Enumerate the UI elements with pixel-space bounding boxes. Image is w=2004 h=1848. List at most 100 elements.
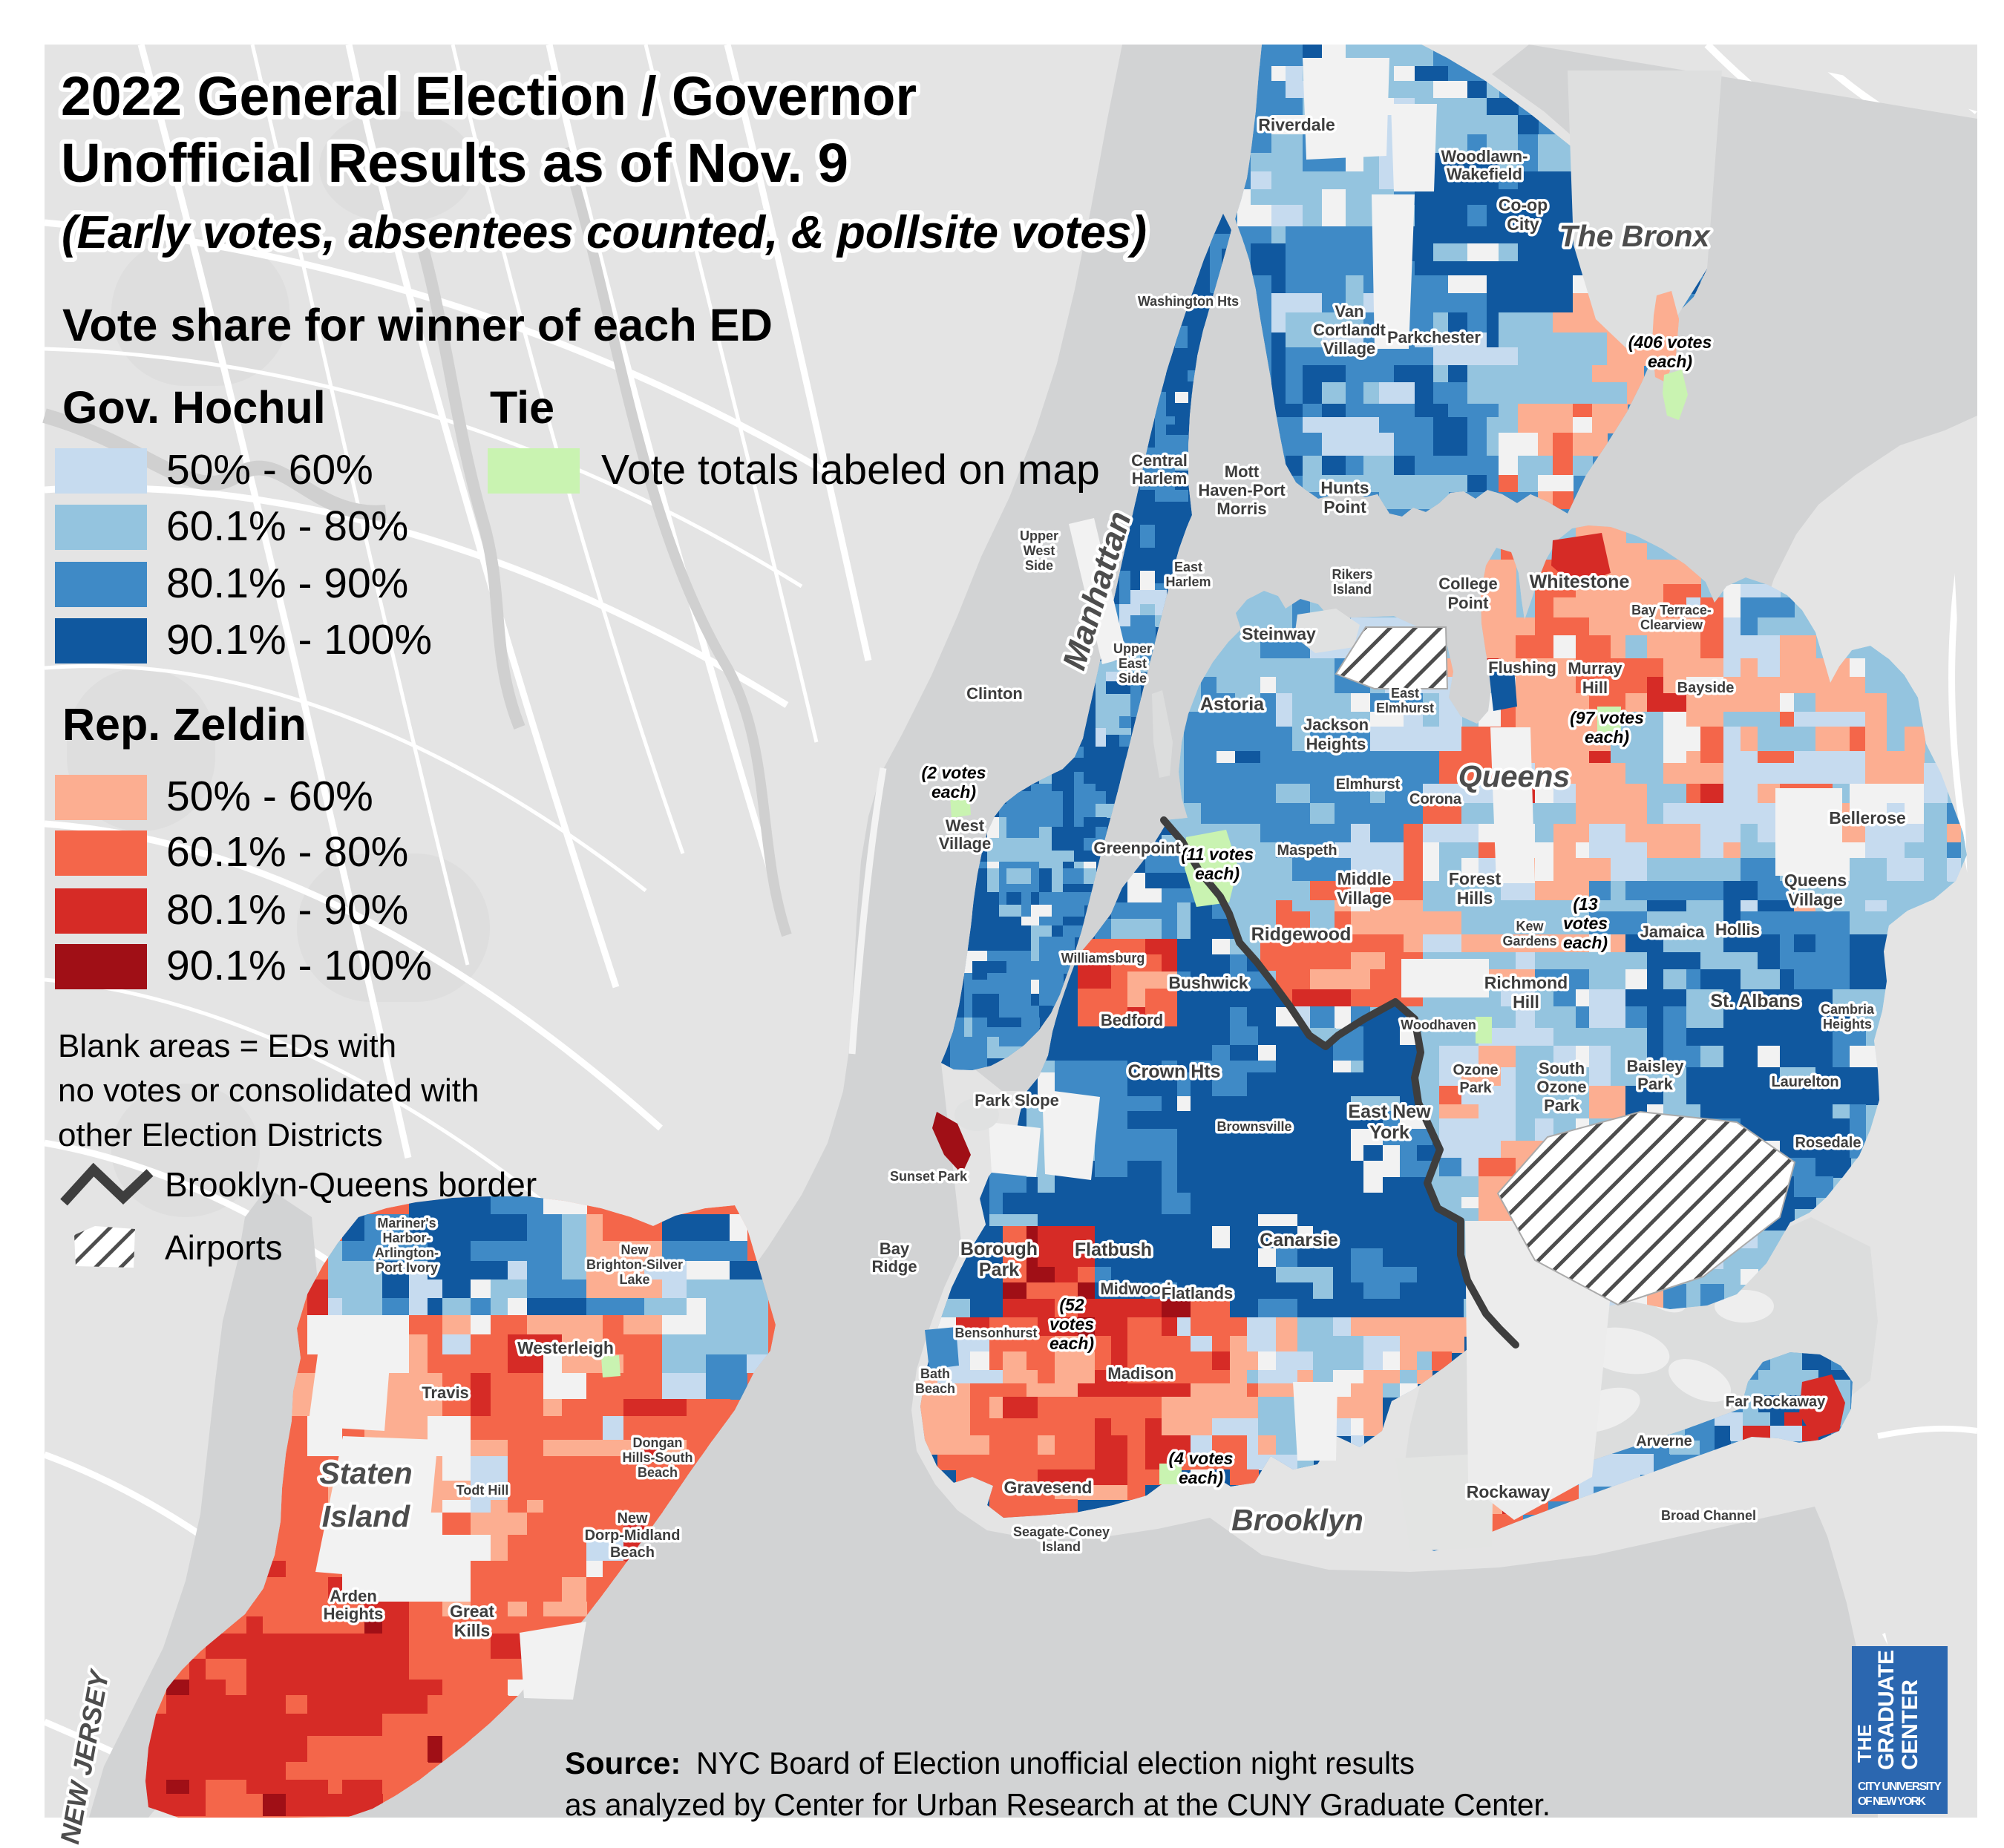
- svg-text:Sunset Park: Sunset Park: [890, 1169, 968, 1184]
- svg-text:Harbor-: Harbor-: [382, 1231, 430, 1245]
- svg-text:Laurelton: Laurelton: [1771, 1074, 1838, 1090]
- svg-text:(406 votes: (406 votes: [1628, 332, 1712, 352]
- svg-text:Ridgewood: Ridgewood: [1251, 924, 1352, 945]
- svg-text:Village: Village: [1788, 890, 1843, 909]
- svg-text:Central: Central: [1131, 451, 1188, 470]
- svg-text:Morris: Morris: [1217, 499, 1266, 518]
- svg-text:Gov. Hochul: Gov. Hochul: [62, 382, 326, 433]
- svg-text:Unofficial Results as of Nov.: Unofficial Results as of Nov. 9: [61, 132, 848, 194]
- svg-text:Arlington-: Arlington-: [375, 1245, 439, 1260]
- svg-text:GRADUATE: GRADUATE: [1874, 1650, 1899, 1770]
- svg-text:Arverne: Arverne: [1636, 1433, 1692, 1449]
- svg-text:Heights: Heights: [1306, 735, 1366, 753]
- svg-text:Bellerose: Bellerose: [1829, 808, 1906, 828]
- svg-text:Parkchester: Parkchester: [1387, 328, 1481, 347]
- svg-text:Bay: Bay: [880, 1239, 910, 1258]
- svg-text:60.1% - 80%: 60.1% - 80%: [166, 502, 408, 550]
- svg-text:Heights: Heights: [1823, 1017, 1872, 1032]
- svg-text:Flatbush: Flatbush: [1075, 1239, 1152, 1260]
- svg-text:each): each): [1585, 727, 1629, 747]
- svg-text:(11 votes: (11 votes: [1181, 845, 1254, 864]
- svg-text:Jackson: Jackson: [1303, 715, 1369, 734]
- svg-text:Airports: Airports: [165, 1228, 282, 1267]
- svg-text:Bedford: Bedford: [1101, 1011, 1163, 1029]
- svg-text:Park Slope: Park Slope: [975, 1091, 1059, 1110]
- svg-text:East: East: [1174, 560, 1202, 574]
- svg-text:Vote totals labeled on map: Vote totals labeled on map: [601, 446, 1100, 494]
- svg-text:Woodlawn-: Woodlawn-: [1441, 147, 1528, 166]
- svg-text:80.1% - 90%: 80.1% - 90%: [166, 560, 408, 607]
- svg-text:Maspeth: Maspeth: [1277, 842, 1337, 859]
- svg-text:THE: THE: [1853, 1724, 1876, 1763]
- svg-text:Harlem: Harlem: [1132, 469, 1188, 488]
- svg-text:Upper: Upper: [1113, 641, 1152, 656]
- svg-text:Woodhaven: Woodhaven: [1401, 1018, 1476, 1032]
- svg-text:Park: Park: [1544, 1096, 1579, 1115]
- svg-text:(13: (13: [1573, 894, 1597, 914]
- svg-text:Wakefield: Wakefield: [1447, 165, 1522, 183]
- svg-text:Flushing: Flushing: [1488, 658, 1556, 677]
- svg-text:Bay Terrace-: Bay Terrace-: [1631, 603, 1712, 617]
- svg-text:other Election Districts: other Election Districts: [58, 1117, 383, 1153]
- svg-text:Jamaica: Jamaica: [1640, 923, 1706, 941]
- svg-text:Greenpoint: Greenpoint: [1093, 839, 1181, 857]
- svg-text:New: New: [620, 1242, 649, 1257]
- svg-text:Side: Side: [1119, 671, 1147, 686]
- svg-text:no votes or consolidated with: no votes or consolidated with: [58, 1072, 479, 1109]
- svg-text:Hill: Hill: [1582, 678, 1608, 697]
- svg-text:St. Albans: St. Albans: [1710, 991, 1800, 1012]
- svg-text:Cambria: Cambria: [1821, 1002, 1875, 1017]
- svg-text:Park: Park: [1459, 1080, 1492, 1096]
- svg-text:Steinway: Steinway: [1242, 624, 1316, 643]
- svg-text:Great: Great: [450, 1602, 494, 1621]
- svg-text:Harlem: Harlem: [1165, 574, 1211, 589]
- svg-text:College: College: [1438, 574, 1497, 593]
- svg-text:Flatlands: Flatlands: [1162, 1284, 1234, 1303]
- svg-text:East: East: [1391, 686, 1419, 701]
- svg-text:West: West: [1024, 543, 1055, 558]
- svg-text:Westerleigh: Westerleigh: [517, 1338, 614, 1357]
- svg-text:2022 General Election / Govern: 2022 General Election / Governor: [61, 65, 917, 127]
- svg-text:Point: Point: [1323, 497, 1366, 517]
- svg-text:South: South: [1539, 1059, 1585, 1078]
- svg-text:Beach: Beach: [638, 1465, 678, 1480]
- svg-text:each): each): [1563, 933, 1608, 952]
- svg-text:Dongan: Dongan: [633, 1435, 683, 1450]
- svg-text:50% - 60%: 50% - 60%: [166, 773, 373, 820]
- svg-text:Kew: Kew: [1516, 919, 1544, 934]
- svg-text:Gravesend: Gravesend: [1004, 1478, 1093, 1497]
- svg-text:Williamsburg: Williamsburg: [1061, 951, 1145, 966]
- svg-text:each): each): [1050, 1334, 1094, 1353]
- svg-text:60.1% - 80%: 60.1% - 80%: [166, 828, 408, 876]
- svg-text:East New: East New: [1348, 1101, 1431, 1122]
- svg-text:NYC Board of Election unoffici: NYC Board of Election unofficial electio…: [696, 1746, 1415, 1780]
- svg-text:Borough: Borough: [960, 1239, 1038, 1259]
- svg-text:Tie: Tie: [490, 382, 554, 433]
- svg-text:as analyzed by Center for Urba: as analyzed by Center for Urban Research…: [565, 1787, 1551, 1822]
- svg-text:Rep. Zeldin: Rep. Zeldin: [62, 699, 307, 750]
- svg-text:Village: Village: [1337, 888, 1392, 908]
- svg-text:(52: (52: [1059, 1295, 1084, 1314]
- svg-text:Van: Van: [1335, 302, 1363, 321]
- svg-text:Staten: Staten: [319, 1456, 412, 1490]
- svg-text:50% - 60%: 50% - 60%: [166, 446, 373, 494]
- svg-text:80.1% - 90%: 80.1% - 90%: [166, 886, 408, 934]
- svg-text:Hollis: Hollis: [1715, 920, 1760, 939]
- svg-text:Rosedale: Rosedale: [1795, 1135, 1861, 1151]
- svg-text:Washington Hts: Washington Hts: [1138, 294, 1239, 309]
- svg-text:Rikers: Rikers: [1332, 567, 1372, 582]
- svg-text:Co-op: Co-op: [1499, 195, 1548, 214]
- svg-text:Ridge: Ridge: [871, 1257, 917, 1276]
- svg-text:Clinton: Clinton: [966, 684, 1023, 703]
- svg-text:Todt Hill: Todt Hill: [456, 1483, 509, 1498]
- svg-text:Bath: Bath: [920, 1366, 950, 1381]
- svg-text:(4 votes: (4 votes: [1169, 1449, 1234, 1468]
- svg-text:Haven-Port: Haven-Port: [1198, 481, 1286, 499]
- svg-text:Forest: Forest: [1449, 869, 1502, 888]
- svg-text:Park: Park: [1637, 1075, 1673, 1093]
- svg-text:each): each): [1648, 352, 1692, 371]
- svg-text:Brownsville: Brownsville: [1217, 1119, 1291, 1134]
- svg-text:Murray: Murray: [1568, 659, 1622, 678]
- svg-text:Queens: Queens: [1784, 871, 1847, 890]
- svg-text:Arden: Arden: [330, 1587, 377, 1605]
